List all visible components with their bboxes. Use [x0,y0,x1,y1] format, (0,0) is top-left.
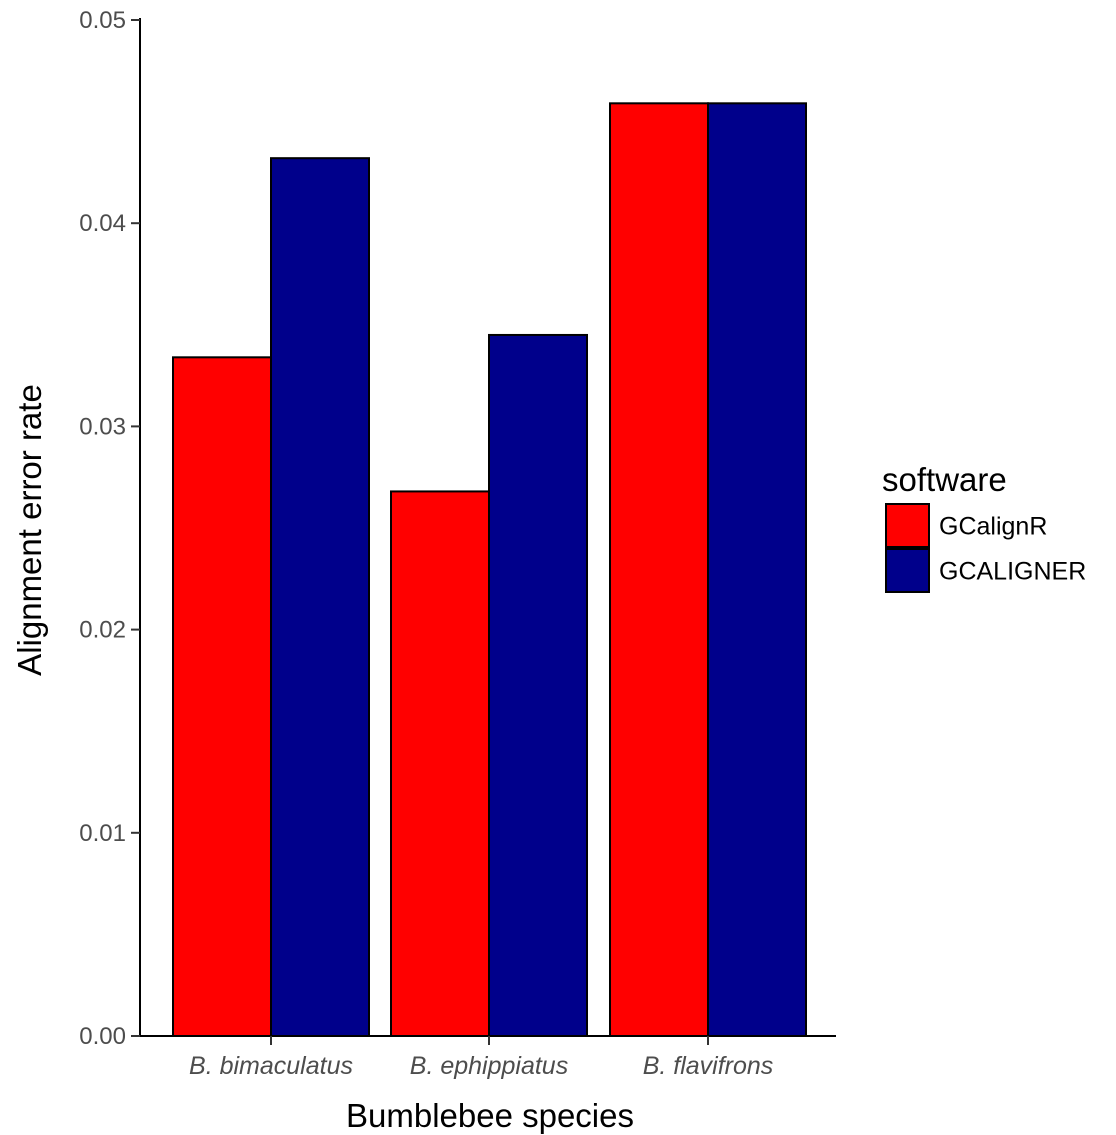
bar-gcalignr-b-flavifrons [609,102,709,1037]
bar-gcaligner-b-ephippiatus [488,333,588,1037]
bars-group [172,102,807,1037]
bar-gcalignr-b-ephippiatus [390,490,490,1037]
y-tick-label: 0.04 [79,210,126,237]
y-tick-label: 0.02 [79,617,126,644]
x-axis: B. bimaculatus B. ephippiatus B. flavifron… [140,1035,836,1080]
y-tick-label: 0.03 [79,413,126,440]
legend-label-gcalignr: GCalignR [939,513,1047,541]
bar-gcaligner-b-bimaculatus [270,157,370,1037]
bar-gcalignr-b-bimaculatus [172,356,272,1037]
legend-label-gcaligner: GCALIGNER [939,558,1086,586]
y-tick-label: 0.01 [79,820,126,847]
x-tick-label: B. ephippiatus [410,1052,568,1080]
y-tick-label: 0.05 [79,7,126,34]
x-axis-title: Bumblebee species [346,1097,634,1134]
legend-key-gcalignr [885,503,930,548]
x-tick-label: B. bimaculatus [189,1052,353,1080]
y-tick-label: 0.00 [79,1023,126,1050]
y-axis: 0.00 0.01 0.02 0.03 0.04 0.05 [79,7,141,1050]
y-axis-title: Alignment error rate [11,384,48,676]
legend-key-gcaligner [885,548,930,593]
x-tick-label: B. flavifrons [643,1052,774,1080]
bar-gcaligner-b-flavifrons [707,102,807,1037]
legend-title: software [882,461,1007,498]
legend: software GCalignR GCALIGNER [882,461,1086,593]
